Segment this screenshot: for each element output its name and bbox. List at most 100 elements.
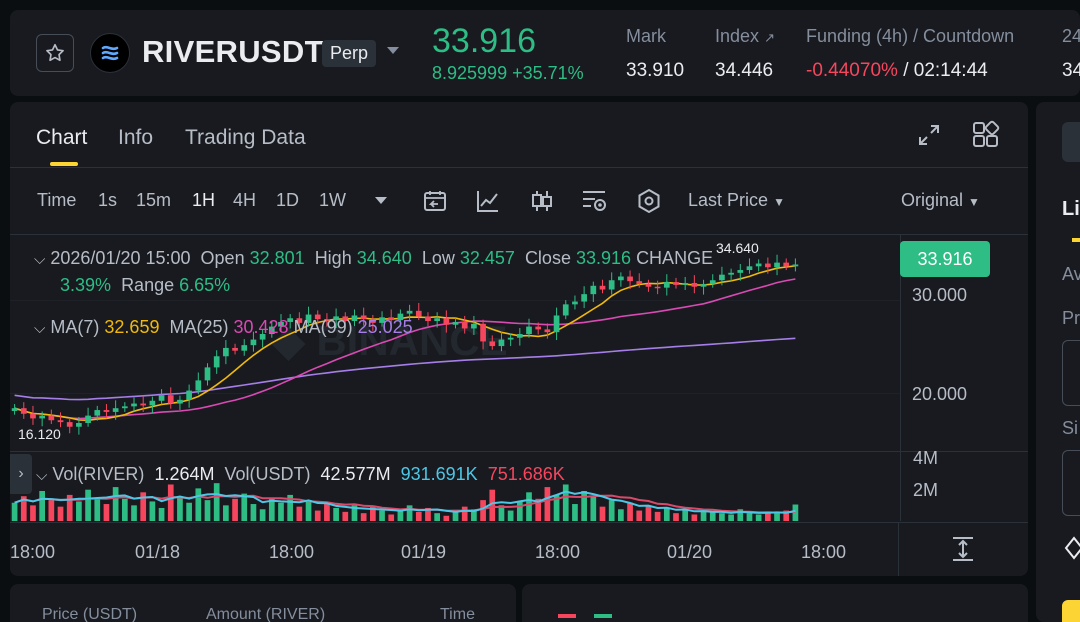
buy-orders-icon[interactable] (594, 614, 612, 618)
interval-4h[interactable]: 4H (233, 190, 257, 210)
collapse-caret-icon[interactable]: ⌵ (34, 320, 46, 337)
price-type-select[interactable]: Last Price ▼ (688, 190, 785, 211)
hexagon-settings-icon[interactable] (636, 188, 662, 214)
funding-rate: -0.44070% (806, 60, 898, 81)
size-input[interactable] (1062, 450, 1080, 516)
price-axis[interactable] (900, 235, 1028, 521)
change-label: CHANGE (636, 248, 714, 268)
contract-type-badge: Perp (322, 40, 377, 67)
caret-down-icon[interactable] (386, 46, 400, 56)
candle-body (526, 326, 532, 335)
candle-body (682, 283, 689, 285)
candle-body (461, 321, 468, 329)
candle-body (415, 310, 422, 317)
chart-panel: Chart Info Trading Data Time 1s 15m 1H 4… (10, 102, 1028, 576)
buy-button[interactable] (1062, 600, 1080, 622)
open-value: 32.801 (249, 248, 305, 268)
favorite-button[interactable] (36, 34, 74, 72)
expand-icon[interactable] (916, 122, 942, 148)
volume-bar (186, 502, 192, 521)
interval-1s[interactable]: 1s (98, 190, 118, 210)
calendar-icon[interactable] (422, 188, 448, 214)
candle-body (516, 334, 523, 338)
available-label: Av (1062, 264, 1080, 284)
tab-info[interactable]: Info (118, 126, 154, 149)
caret-down-icon: ▼ (968, 195, 980, 209)
price-type-label: Last Price (688, 190, 769, 210)
sell-orders-icon[interactable] (558, 614, 576, 618)
volume-bar (314, 510, 321, 521)
slider-diamond-icon[interactable] (1064, 536, 1080, 560)
change-value: 3.39% (60, 275, 112, 295)
view-mode-select[interactable]: Original ▼ (901, 190, 980, 211)
interval-1w[interactable]: 1W (319, 190, 346, 210)
candle-type-icon[interactable] (529, 188, 555, 214)
volume-bar (250, 504, 257, 521)
fit-height-icon[interactable] (951, 536, 975, 562)
candle-body (663, 282, 670, 288)
price-input[interactable] (1062, 340, 1080, 406)
ma25-label: MA(25) (169, 317, 229, 337)
candle-body (425, 316, 431, 322)
volume-bar (443, 515, 450, 521)
range-value: 6.65% (179, 275, 231, 295)
coin-logo-icon (90, 33, 130, 73)
index-price-label[interactable]: Index ↗ (715, 26, 775, 47)
volume-bar (223, 505, 229, 521)
candle-body (314, 314, 321, 320)
volume-bar (11, 502, 18, 521)
time-label: Time (37, 190, 77, 210)
tab-trading-data[interactable]: Trading Data (185, 126, 306, 149)
volume-bar (480, 500, 486, 521)
collapse-caret-icon[interactable]: ⌵ (34, 251, 46, 268)
volume-bar (415, 511, 422, 521)
candle-body (700, 283, 707, 287)
star-icon (46, 43, 64, 62)
range-label: Range (121, 275, 175, 295)
candle-body (333, 316, 339, 321)
candle-body (149, 400, 156, 406)
interval-15m[interactable]: 15m (136, 190, 172, 210)
margin-mode-button[interactable] (1062, 122, 1080, 162)
layout-grid-icon[interactable] (972, 120, 1000, 150)
interval-1d[interactable]: 1D (276, 190, 300, 210)
volume-bar (627, 502, 633, 521)
candlestick-chart[interactable]: ◆ BINANCE (10, 235, 900, 521)
volume-legend: ⌵ Vol(RIVER) 1.264M Vol(USDT) 42.577M 93… (36, 464, 565, 485)
active-tab-indicator (1072, 238, 1080, 242)
interval-1h[interactable]: 1H (192, 190, 216, 210)
volume-bar (30, 505, 36, 521)
tab-chart[interactable]: Chart (36, 126, 88, 149)
volume-bar (618, 509, 624, 521)
candle-body (186, 390, 192, 400)
volume-bar (498, 505, 505, 521)
candle-body (553, 315, 560, 333)
expand-panel-chevron-icon[interactable]: › (10, 454, 32, 494)
volume-bar (636, 510, 643, 521)
volume-tick: 4M (913, 448, 939, 468)
symbol-name[interactable]: RIVERUSDT (142, 34, 324, 69)
volume-bar (57, 506, 64, 521)
high-value: 34.640 (356, 248, 412, 268)
candle-body (213, 356, 220, 368)
chart-settings-icon[interactable] (581, 188, 609, 214)
volume-bar (342, 511, 349, 521)
limit-order-tab[interactable]: Li (1062, 198, 1080, 220)
time-axis[interactable] (10, 522, 1028, 576)
candle-body (39, 415, 45, 419)
volume-bar (66, 494, 73, 521)
volume-bar (333, 507, 339, 521)
volume-bar (397, 509, 404, 521)
indicators-icon[interactable] (475, 188, 501, 214)
candle-body (654, 286, 661, 289)
more-intervals-caret-icon[interactable] (374, 196, 388, 206)
toolbar-divider (10, 234, 1028, 235)
collapse-caret-icon[interactable]: ⌵ (36, 467, 48, 484)
candle-body (452, 321, 459, 325)
candle-body (544, 329, 551, 333)
candle-body (507, 337, 514, 340)
volume-bar (76, 501, 82, 521)
candle-body (167, 395, 174, 404)
candle-body (342, 316, 349, 322)
funding-label: Funding (4h) / Countdown (806, 26, 1015, 46)
